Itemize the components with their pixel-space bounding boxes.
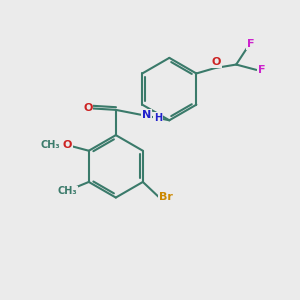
Text: Br: Br [159, 192, 173, 203]
Text: F: F [258, 65, 266, 75]
Text: O: O [211, 57, 221, 67]
Text: H: H [154, 113, 162, 123]
Text: N: N [142, 110, 151, 120]
Text: F: F [247, 39, 254, 49]
Text: O: O [83, 103, 93, 113]
Text: O: O [62, 140, 72, 150]
Text: CH₃: CH₃ [57, 187, 77, 196]
Text: CH₃: CH₃ [40, 140, 60, 150]
